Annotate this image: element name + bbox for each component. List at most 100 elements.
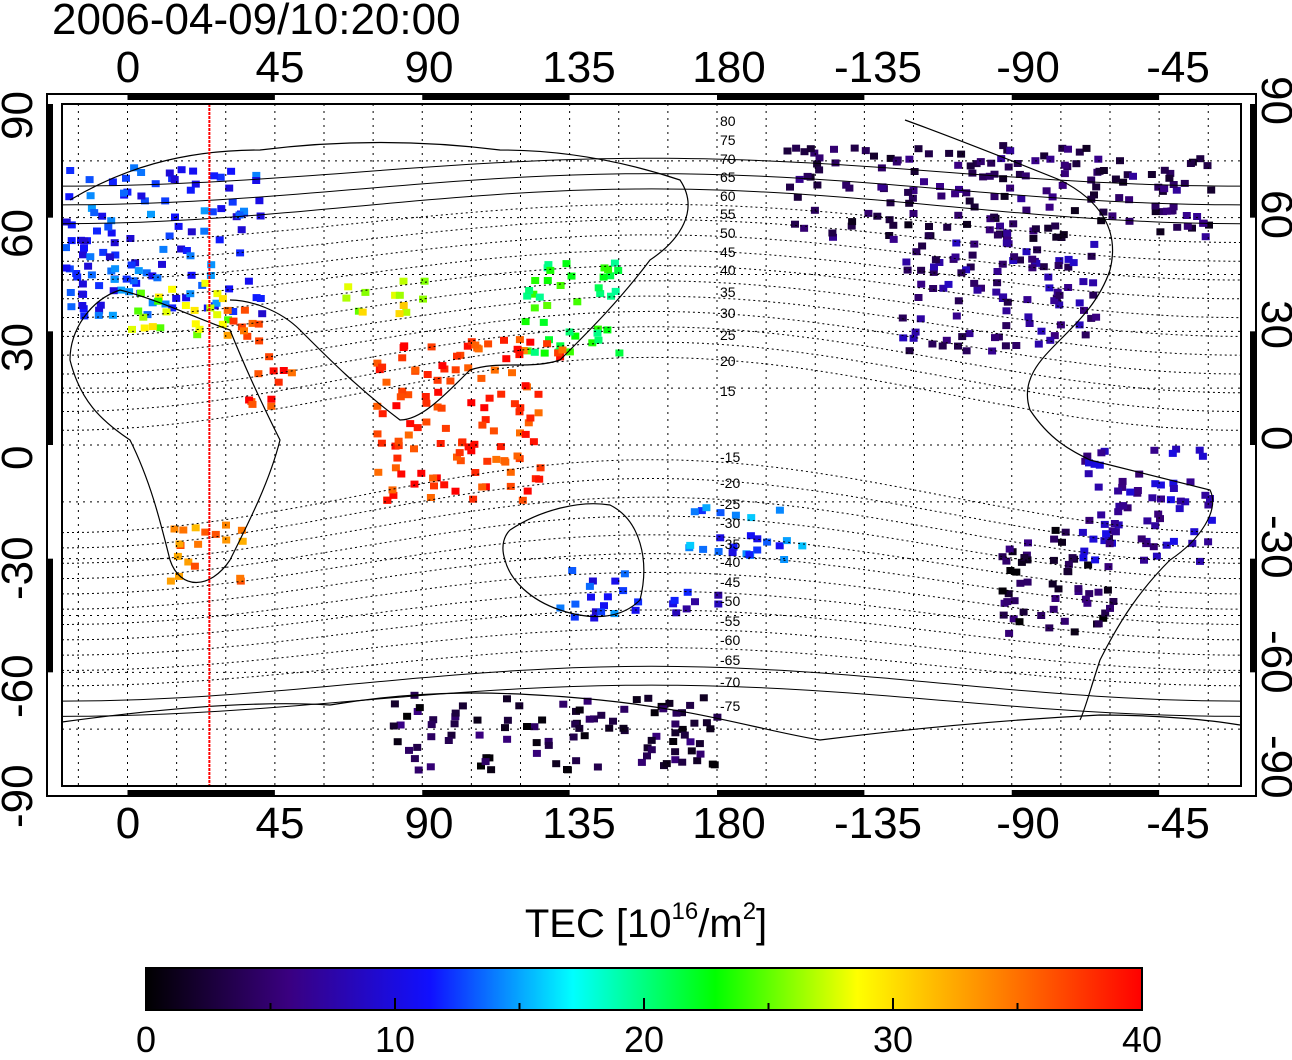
tec-cell [1058,144,1067,152]
bottom-x-tick-0: 0 [115,799,141,848]
tec-cell [558,346,567,354]
tec-cell [792,144,801,152]
tec-cell [139,313,148,321]
tec-cell [1002,239,1011,247]
tec-cell [485,754,494,762]
tec-cell [392,402,401,410]
bottom-x-tick-neg135: -135 [833,799,923,848]
tec-cell [378,410,387,418]
tec-cell [1050,332,1059,340]
tec-cell [208,208,217,216]
tec-cell [503,735,512,743]
magnetic-latitude-contour [61,356,1242,431]
tec-cell [531,277,540,284]
tec-cell [147,210,155,218]
contour-label: 75 [720,132,736,148]
tec-cell [254,320,263,328]
tec-cell [1156,481,1165,489]
tec-cell [96,301,105,309]
tec-cell [108,311,117,319]
contour-label: -35 [720,536,740,552]
tec-cell [1172,445,1181,453]
tec-cell [583,697,592,705]
tec-cell [993,231,1002,239]
tec-cell [1176,497,1185,505]
tec-cell [798,542,807,550]
tec-cell [374,468,383,476]
tec-cell [699,545,708,553]
tec-cell [815,166,824,174]
tec-cell [543,340,552,348]
tec-cell [193,331,202,339]
tec-cell [976,158,985,166]
tec-cell [912,248,921,256]
tec-cell [516,404,525,412]
tec-cell [1114,487,1123,495]
tec-cell [966,162,975,170]
tec-cell [571,720,580,728]
tec-cell [1169,537,1178,545]
tec-cell [218,295,227,303]
tec-cell [1095,461,1104,469]
tec-cell [682,605,691,613]
tec-cell [678,758,687,766]
tec-cell [600,264,609,272]
frame-bar-segment [717,94,865,100]
tec-cell [265,353,274,361]
tec-cell [252,171,261,179]
colorbar-title-unit-exponent: 2 [742,898,757,925]
tec-cell [490,366,499,374]
tec-cell [753,535,762,543]
tec-cell [1126,488,1135,496]
tec-cell [473,716,482,724]
tec-cell [775,506,784,514]
tec-cell [870,152,878,160]
right-y-tick-30: 30 [1252,300,1292,349]
contour-label: 50 [720,225,736,241]
frame-bar-segment [47,331,53,445]
tec-cell [399,277,408,285]
tec-cell [182,294,191,302]
tec-cell [1083,599,1092,607]
tec-cell [1168,207,1177,215]
tec-cell [534,390,543,398]
tec-cell [1147,171,1156,178]
tec-cell [513,452,522,460]
magnetic-contour-layer [61,157,1242,717]
tec-cell [429,474,438,482]
tec-cell [433,376,442,384]
tec-cell [786,183,794,191]
tec-cell [714,600,723,608]
tec-cell [436,440,445,447]
tec-cell [1009,220,1018,228]
tec-cell [929,285,938,292]
colorbar-tick-30: 30 [872,1019,914,1060]
tec-cell [274,378,283,386]
tec-cell [422,418,431,426]
tec-cell [110,239,119,247]
tec-cell [137,169,146,176]
tec-cell [200,227,209,235]
tec-cell [1016,579,1025,587]
tec-cell [590,715,598,723]
tec-cell [1064,263,1073,271]
tec-cell [1003,229,1012,237]
tec-cell [831,159,840,167]
tec-cell [383,496,392,504]
tec-cell [248,400,257,408]
tec-cell [134,267,143,275]
right-y-tick-neg30: -30 [1252,515,1292,579]
magnetic-latitude-contour [61,646,1242,687]
tec-cell [562,260,571,268]
tec-cell [453,352,461,360]
tec-cell [447,731,456,739]
tec-cell [1094,620,1103,628]
tec-cell [393,454,402,462]
tec-cell [714,591,723,599]
tec-cell [373,430,382,438]
tec-cell [521,318,530,326]
tec-cell [538,716,547,724]
tec-cell [1010,253,1019,261]
tec-cell [1046,155,1055,163]
tec-cell [190,562,199,570]
